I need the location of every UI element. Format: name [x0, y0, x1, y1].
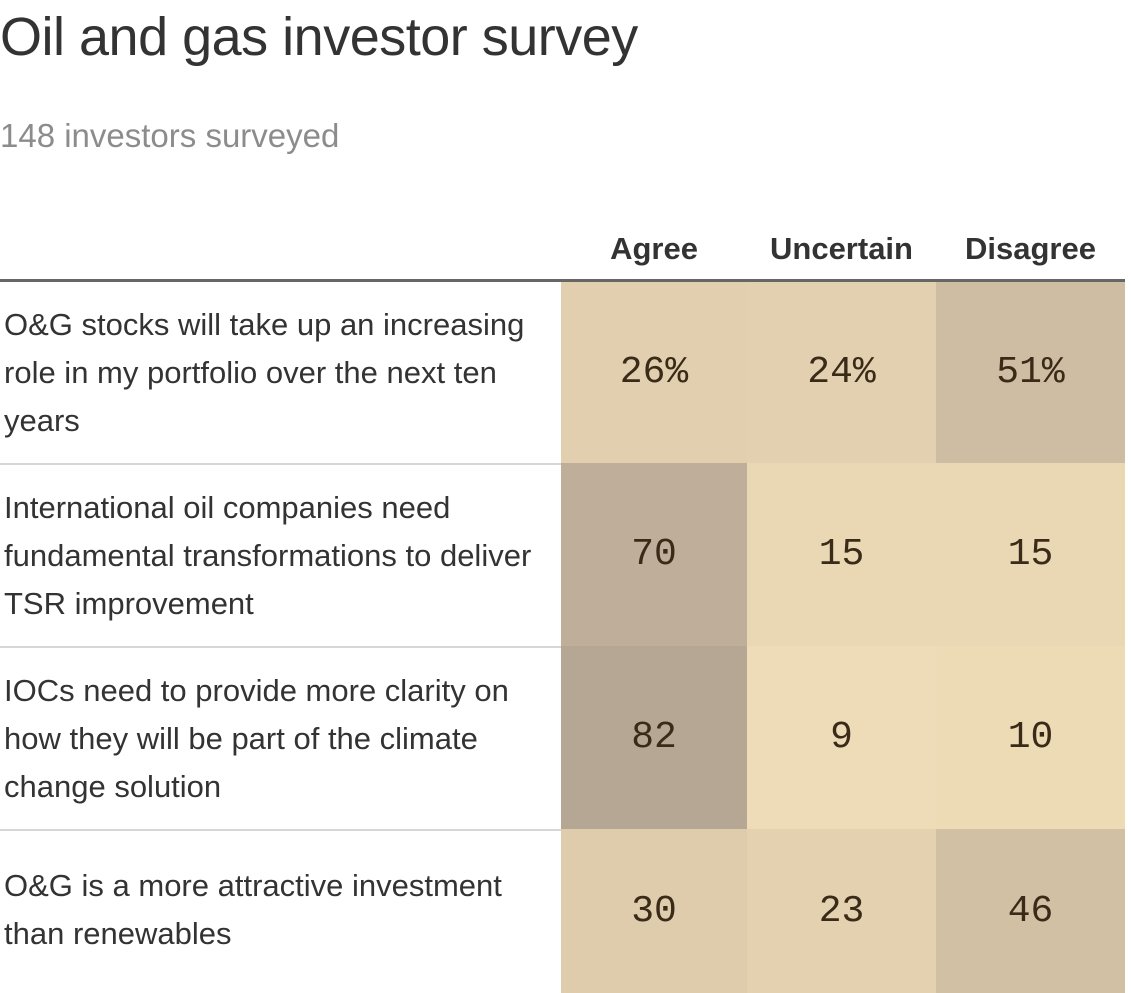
table-cell: 15 [936, 463, 1125, 646]
column-header-agree: Agree [610, 231, 698, 266]
row-label-text: O&G stocks will take up an increasing ro… [4, 306, 525, 438]
row-label: O&G stocks will take up an increasing ro… [4, 282, 554, 463]
table-cell: 26% [561, 282, 747, 463]
cell-value: 82 [631, 716, 677, 759]
row-divider [0, 646, 561, 648]
row-label-text: O&G is a more attractive investment than… [4, 868, 502, 951]
row-divider [0, 829, 561, 831]
cell-value: 9 [830, 716, 853, 759]
chart-title: Oil and gas investor survey [0, 7, 638, 67]
cell-value: 70 [631, 533, 677, 576]
cell-value: 10 [1007, 716, 1054, 759]
column-header-uncertain: Uncertain [770, 231, 913, 266]
cell-value: 15 [1007, 533, 1054, 576]
row-label: O&G is a more attractive investment than… [4, 831, 554, 989]
header-rule [0, 279, 1125, 282]
column-header-disagree: Disagree [965, 231, 1096, 266]
cell-value: 51% [996, 351, 1065, 394]
table-cell: 30 [561, 829, 747, 993]
row-label-text: IOCs need to provide more clarity on how… [4, 672, 509, 804]
table-cell: 46 [936, 829, 1125, 993]
cell-value: 30 [631, 889, 677, 933]
chart-subtitle: 148 investors surveyed [0, 117, 340, 154]
table-cell: 82 [561, 646, 747, 829]
table-cell: 15 [747, 463, 936, 646]
cell-value: 46 [1007, 889, 1054, 933]
table-cell: 51% [936, 282, 1125, 463]
table-cell: 24% [747, 282, 936, 463]
row-label: IOCs need to provide more clarity on how… [4, 648, 554, 829]
table-cell: 10 [936, 646, 1125, 829]
row-divider [0, 463, 561, 465]
cell-value: 24% [807, 351, 876, 394]
cell-value: 15 [818, 533, 865, 576]
table-cell: 9 [747, 646, 936, 829]
cell-value: 26% [619, 351, 689, 394]
table-cell: 23 [747, 829, 936, 993]
table-cell: 70 [561, 463, 747, 646]
row-label-text: International oil companies need fundame… [4, 489, 532, 621]
cell-value: 23 [818, 889, 865, 933]
row-label: International oil companies need fundame… [4, 465, 554, 646]
